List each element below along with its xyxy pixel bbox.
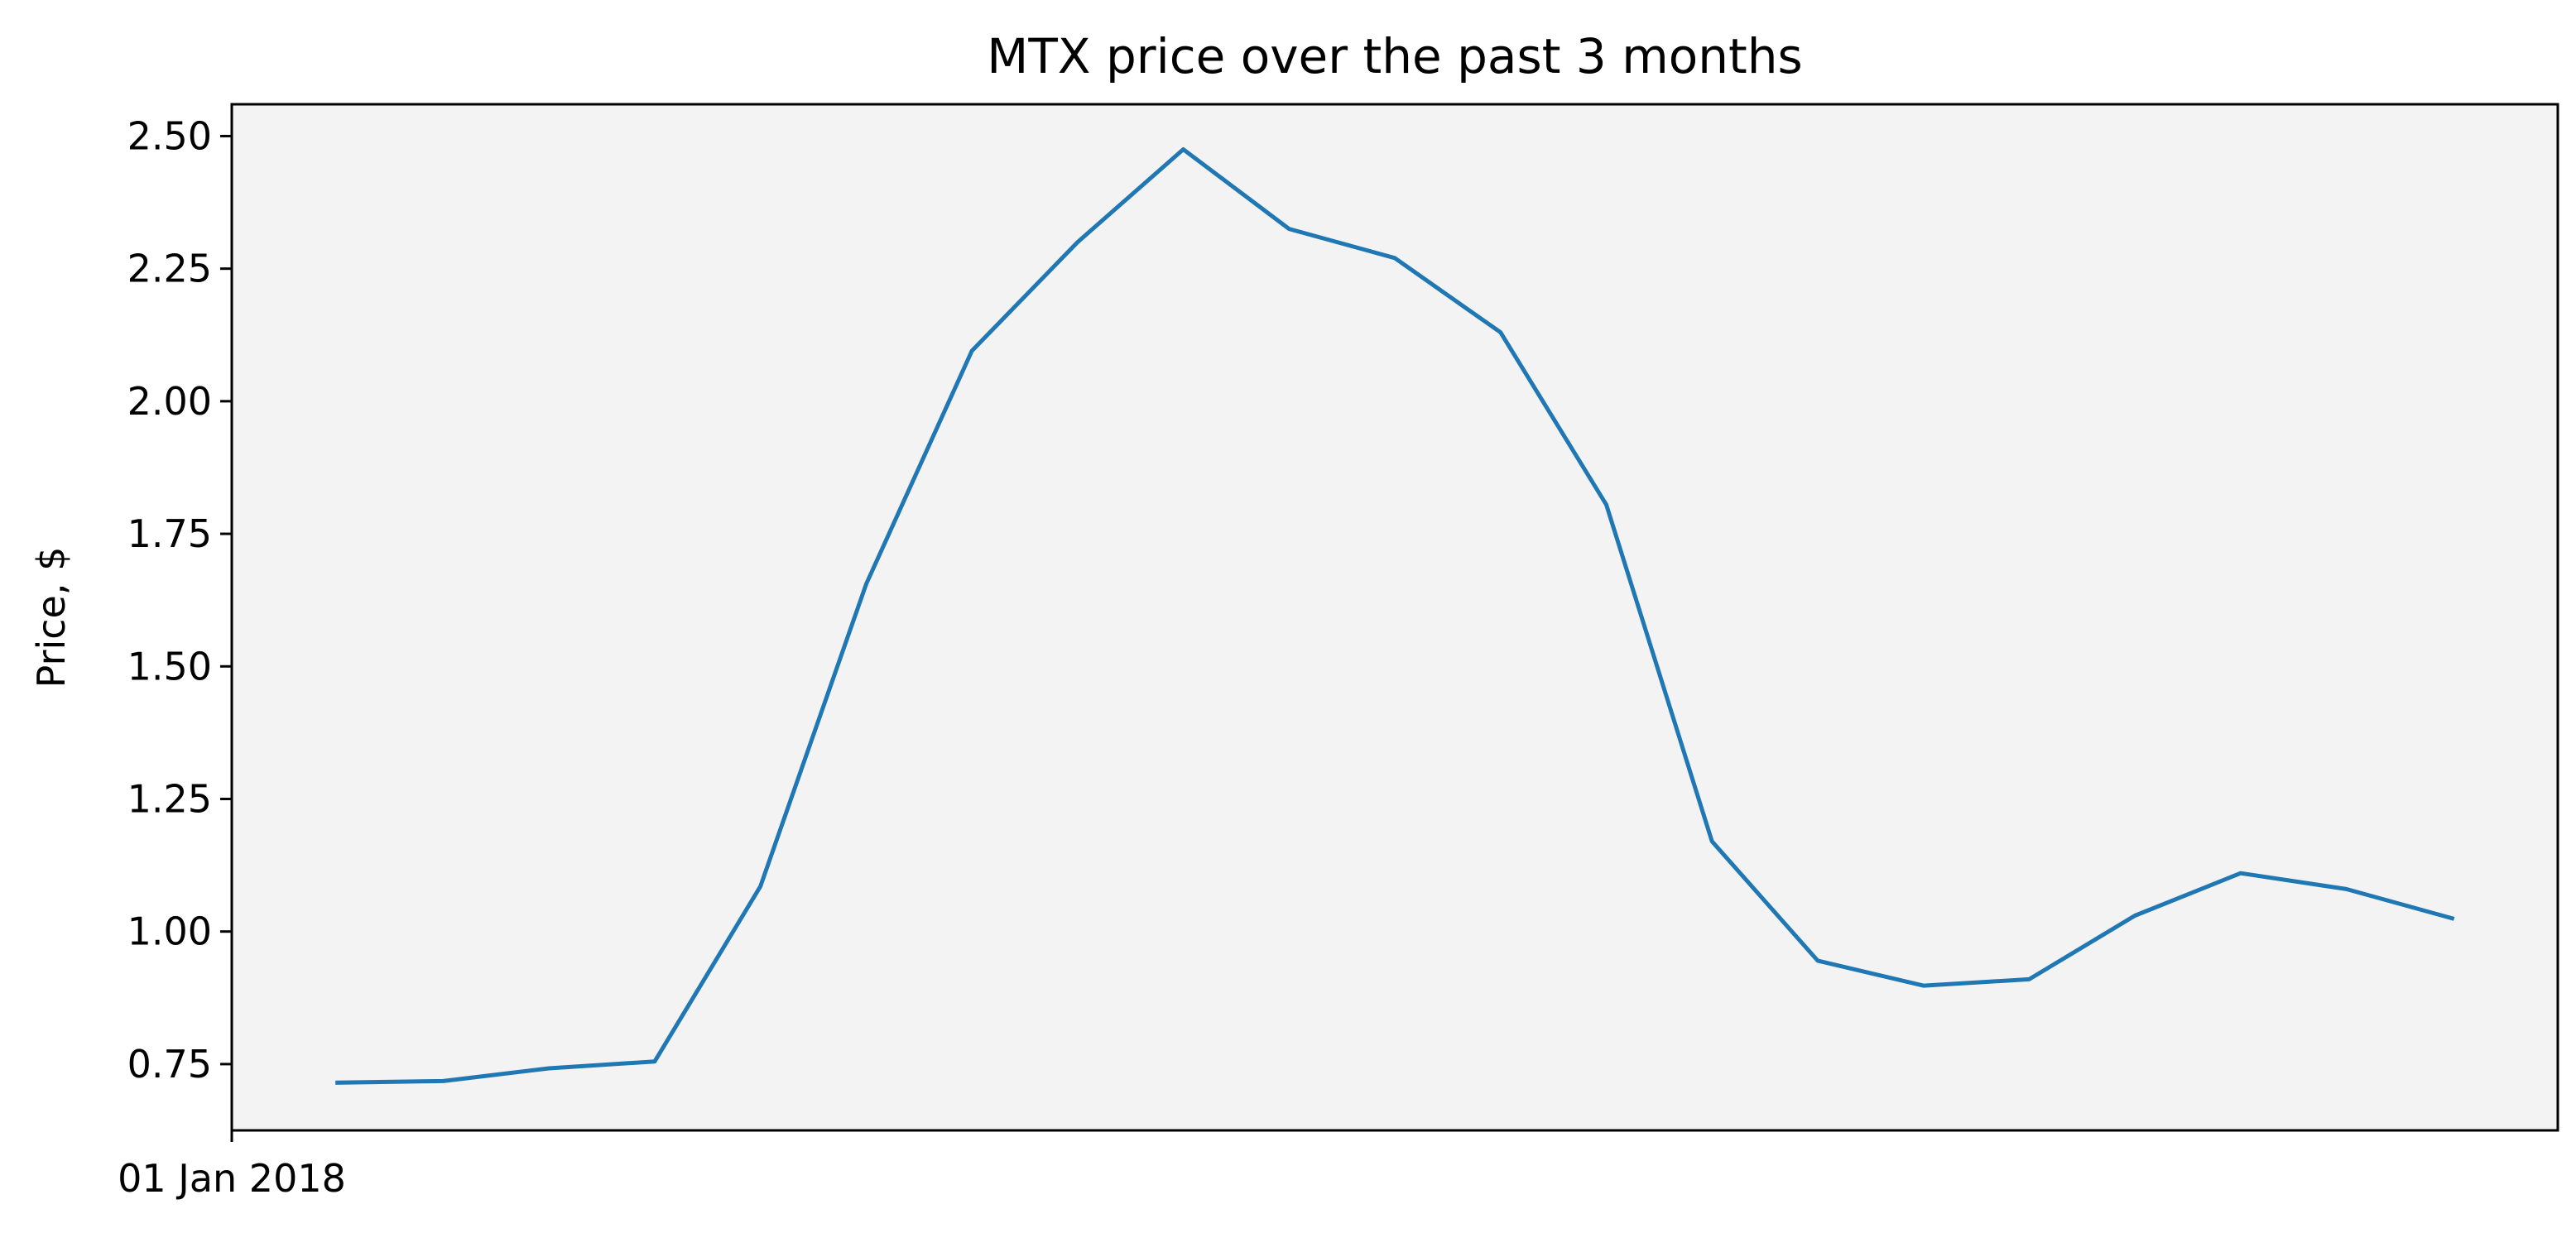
plot-area bbox=[232, 104, 2558, 1130]
y-tick-label: 1.25 bbox=[127, 776, 212, 821]
y-tick-label: 2.00 bbox=[127, 379, 212, 424]
y-axis-label: Price, $ bbox=[29, 547, 74, 688]
y-tick-label: 0.75 bbox=[127, 1042, 212, 1087]
plot-frame bbox=[230, 103, 2559, 1132]
y-tick-label: 2.50 bbox=[127, 113, 212, 158]
y-tick-label: 1.00 bbox=[127, 909, 212, 954]
x-tick-label: 01 Jan 2018 bbox=[118, 1156, 346, 1201]
y-tick-label: 1.75 bbox=[127, 511, 212, 556]
y-tick-label: 1.50 bbox=[127, 644, 212, 688]
series-line-mtx bbox=[335, 147, 2455, 1085]
chart-title: MTX price over the past 3 months bbox=[987, 28, 1802, 84]
y-tick-label: 2.25 bbox=[127, 247, 212, 291]
